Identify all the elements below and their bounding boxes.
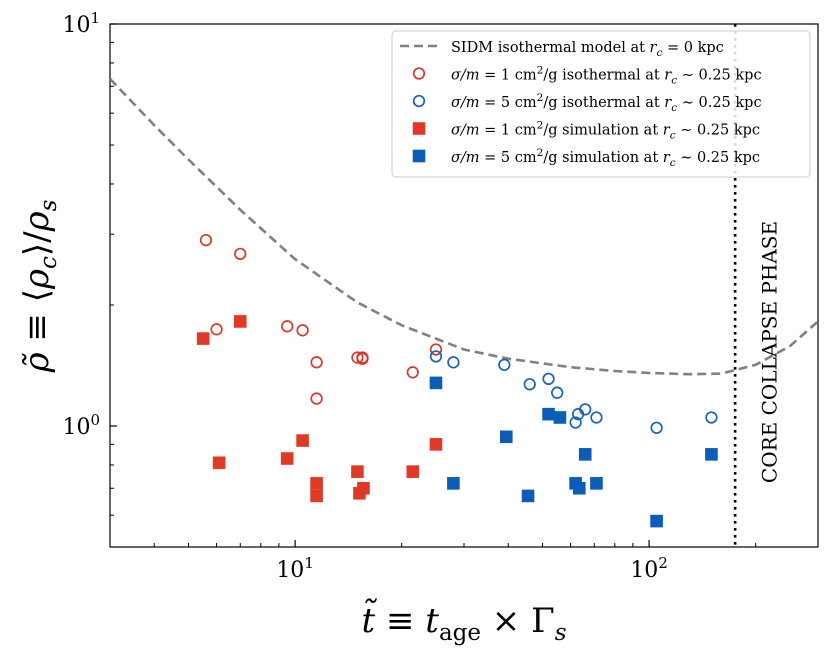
series-2 — [429, 350, 718, 434]
y-axis-label: ρ̃ ≡ ⟨ρc⟩/ρs — [17, 199, 62, 373]
data-point — [705, 448, 718, 461]
data-point — [521, 489, 535, 503]
data-point — [578, 448, 592, 461]
legend-label: σ/m = 1 cm2/g simulation at rc ∼ 0.25 kp… — [451, 120, 760, 142]
legend-swatch — [412, 149, 426, 163]
model-curve-layer — [110, 78, 818, 376]
series-3 — [196, 315, 443, 503]
data-point — [590, 477, 603, 490]
x-tick-label: 102 — [630, 554, 668, 583]
data-point — [356, 352, 369, 365]
data-point — [553, 411, 567, 424]
data-point — [234, 247, 247, 261]
data-point — [650, 421, 663, 434]
y-tick-label: 101 — [62, 9, 100, 38]
legend-swatch — [412, 67, 426, 80]
data-point — [210, 323, 223, 336]
data-point — [447, 477, 460, 490]
legend-swatch — [412, 94, 426, 108]
data-point — [590, 411, 603, 424]
data-point — [523, 378, 536, 391]
data-point — [406, 366, 419, 379]
x-tick-label: 101 — [276, 554, 314, 583]
data-point — [705, 411, 718, 424]
data-point — [572, 481, 586, 495]
legend-frame — [391, 30, 811, 178]
data-point — [310, 477, 323, 490]
legend: SIDM isothermal model at rc = 0 kpc σ/m =… — [391, 30, 811, 178]
data-point — [447, 356, 460, 369]
data-point — [429, 343, 443, 356]
legend-label: SIDM isothermal model at rc = 0 kpc — [451, 40, 724, 59]
data-point — [569, 416, 582, 429]
data-point — [351, 465, 364, 478]
data-point — [406, 465, 420, 478]
data-point — [429, 350, 443, 363]
data-point — [499, 430, 513, 444]
data-point — [429, 376, 443, 390]
data-point — [199, 233, 213, 247]
axis-ticks: 101 102 100 101 — [62, 9, 819, 583]
data-point — [281, 320, 294, 333]
data-point — [280, 452, 294, 465]
x-axis-label: t̃ ≡ tage × Γs — [361, 598, 566, 646]
marker-layer — [196, 233, 718, 528]
data-point — [429, 438, 443, 451]
legend-entry: σ/m = 1 cm2/g isothermal at rc ∼ 0.25 kp… — [412, 65, 762, 87]
legend-entry: σ/m = 1 cm2/g simulation at rc ∼ 0.25 kp… — [412, 120, 760, 142]
data-point — [233, 315, 247, 328]
data-point — [542, 407, 555, 421]
y-tick-label: 100 — [62, 411, 100, 440]
series-1 — [199, 233, 443, 405]
data-point — [296, 324, 309, 337]
series-4 — [429, 376, 718, 528]
data-point — [310, 356, 323, 369]
data-point — [650, 514, 663, 528]
model-curve — [110, 78, 818, 376]
data-point — [357, 481, 370, 495]
legend-label: σ/m = 5 cm2/g isothermal at rc ∼ 0.25 kp… — [451, 92, 762, 114]
data-point — [498, 358, 511, 371]
data-point — [196, 332, 210, 345]
legend-entry: σ/m = 5 cm2/g simulation at rc ∼ 0.25 kp… — [412, 147, 760, 169]
legend-swatch — [412, 122, 426, 135]
data-point — [310, 489, 323, 503]
legend-label: σ/m = 5 cm2/g simulation at rc ∼ 0.25 kp… — [451, 147, 760, 169]
legend-label: σ/m = 1 cm2/g isothermal at rc ∼ 0.25 kp… — [451, 65, 762, 87]
data-point — [212, 456, 226, 470]
data-point — [551, 386, 564, 399]
svg-text:t̃ ≡ tage × Γs: t̃ ≡ tage × Γs — [361, 598, 566, 646]
legend-entry: SIDM isothermal model at rc = 0 kpc — [400, 40, 724, 59]
data-point — [351, 351, 364, 364]
data-point — [310, 392, 323, 405]
core-collapse-label: CORE COLLAPSE PHASE — [758, 221, 782, 483]
svg-text:ρ̃ ≡ ⟨ρc⟩/ρs: ρ̃ ≡ ⟨ρc⟩/ρs — [17, 199, 62, 373]
data-point — [296, 434, 309, 447]
data-point — [579, 403, 592, 416]
legend-entry: σ/m = 5 cm2/g isothermal at rc ∼ 0.25 kp… — [412, 92, 762, 114]
data-point — [542, 372, 555, 385]
